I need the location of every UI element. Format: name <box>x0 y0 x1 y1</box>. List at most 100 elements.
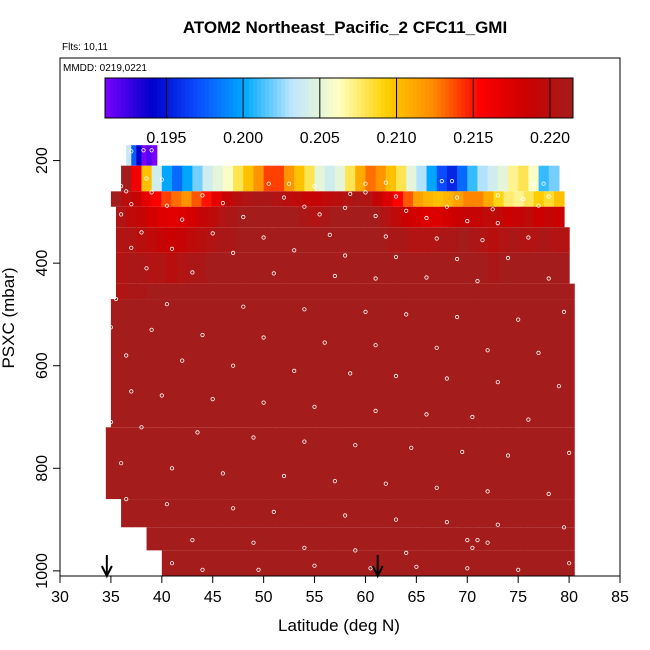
heatmap-cell <box>342 299 354 428</box>
heatmap-cell <box>392 299 404 428</box>
heatmap-cell <box>397 252 409 284</box>
heatmap-cell <box>367 252 379 284</box>
heatmap-cell <box>472 206 484 228</box>
colorbar-swatch <box>533 78 538 118</box>
heatmap-cell <box>222 550 233 576</box>
heatmap-cell <box>120 191 132 207</box>
observation-point <box>149 327 154 332</box>
observation-point <box>521 196 526 202</box>
observation-point <box>465 537 470 543</box>
heatmap-cell <box>543 427 555 500</box>
heatmap-cell <box>232 550 243 576</box>
heatmap-cell <box>282 499 293 528</box>
heatmap-cell <box>166 206 178 228</box>
heatmap-cell <box>262 550 274 576</box>
heatmap-cell <box>441 427 453 500</box>
observation-point <box>119 149 124 154</box>
heatmap-cell <box>492 427 504 500</box>
colorbar-swatch <box>317 78 322 118</box>
heatmap-cell <box>156 252 167 284</box>
heatmap-cell <box>564 550 575 576</box>
observation-point <box>404 208 409 213</box>
heatmap-cell <box>251 499 263 528</box>
heatmap-cell <box>278 527 290 551</box>
heatmap-cell <box>206 252 218 284</box>
colorbar-swatch <box>313 78 318 118</box>
observation-point <box>475 537 480 543</box>
heatmap-cell <box>452 427 463 500</box>
heatmap-cell <box>533 427 545 500</box>
heatmap-cell <box>297 227 308 253</box>
observation-point <box>495 221 500 226</box>
heatmap-cell <box>329 206 341 228</box>
observation-point <box>129 149 134 154</box>
colorbar-swatch <box>309 78 314 118</box>
heatmap-cell <box>493 191 505 207</box>
heatmap-cell <box>242 550 253 576</box>
heatmap-cell <box>105 427 117 500</box>
y-tick-label: 1000 <box>34 553 51 589</box>
x-axis: 30 35 40 45 50 55 60 65 70 75 80 85 <box>51 575 629 606</box>
heatmap-cell <box>357 227 369 253</box>
heatmap-cell <box>116 427 127 500</box>
heatmap-cell <box>523 283 535 300</box>
heatmap-cell <box>126 206 137 228</box>
heatmap-cell <box>554 550 565 576</box>
observation-point <box>261 400 266 405</box>
observation-point <box>302 439 307 444</box>
colorbar-swatch <box>233 78 238 118</box>
colorbar-swatch <box>521 78 526 118</box>
heatmap-cell <box>413 299 424 428</box>
observation-point <box>383 234 388 239</box>
colorbar-swatch <box>445 78 450 118</box>
heatmap-cell <box>332 550 344 576</box>
heatmap-cell <box>289 283 300 300</box>
heatmap-cell <box>136 206 148 228</box>
y-tick-label: 200 <box>34 147 51 174</box>
colorbar-swatch <box>481 78 486 118</box>
observation-point <box>561 309 567 314</box>
colorbar-swatch <box>285 78 290 118</box>
observation-point <box>220 201 225 206</box>
colorbar-tick-label: 0.200 <box>223 130 263 147</box>
observation-point <box>144 176 149 181</box>
heatmap-cell <box>309 206 321 228</box>
heatmap-cell <box>197 283 209 300</box>
heatmap-cell <box>161 165 173 192</box>
heatmap-cell <box>151 165 163 192</box>
colorbar-swatch <box>197 78 202 118</box>
heatmap-cell <box>497 165 509 192</box>
colorbar-swatch <box>181 78 186 118</box>
heatmap-cell <box>473 191 485 207</box>
heatmap-cell <box>397 227 409 253</box>
colorbar-swatch <box>489 78 494 118</box>
heatmap-cell <box>187 283 199 300</box>
heatmap-cell <box>243 165 255 192</box>
heatmap-cell <box>166 227 178 253</box>
observation-point <box>302 545 307 550</box>
observation-point <box>292 368 297 373</box>
colorbar-tick-label: 0.210 <box>377 130 417 147</box>
heatmap-cell <box>458 227 470 253</box>
heatmap-cell <box>411 283 423 300</box>
heatmap-cell <box>553 527 565 551</box>
heatmap-cell <box>463 191 474 207</box>
colorbar-tick-label: 0.205 <box>300 130 340 147</box>
heatmap-cell <box>187 527 199 551</box>
observation-point <box>281 473 287 479</box>
observation-point <box>439 179 444 184</box>
heatmap-cell <box>126 145 132 166</box>
heatmap-cell <box>201 191 213 207</box>
observation-point <box>373 276 378 281</box>
heatmap-cell <box>307 252 318 284</box>
x-tick-label: 70 <box>458 589 476 606</box>
heatmap-cell <box>161 550 173 576</box>
heatmap-cell <box>292 499 303 528</box>
colorbar-tick-label: 0.215 <box>453 130 493 147</box>
heatmap-cell <box>487 165 499 192</box>
observation-point <box>241 304 246 309</box>
heatmap-cell <box>289 427 300 500</box>
heatmap-cell <box>543 191 555 207</box>
observation-point <box>454 256 460 262</box>
heatmap-cell <box>380 283 392 300</box>
